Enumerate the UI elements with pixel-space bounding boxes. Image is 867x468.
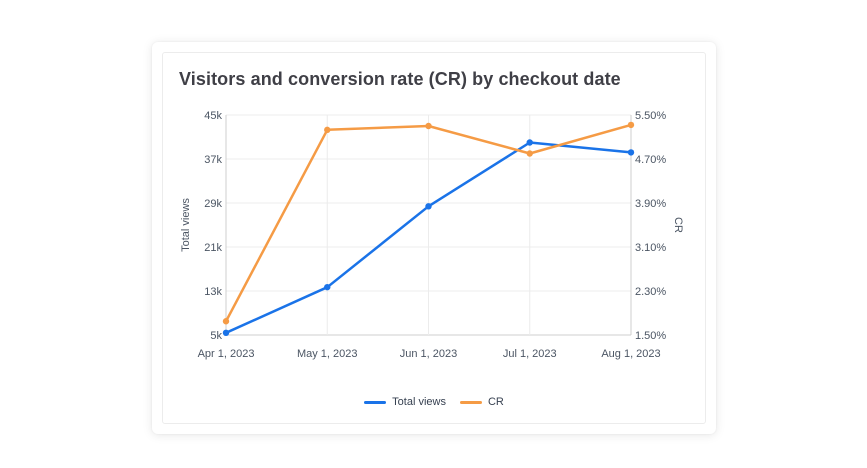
- x-tick-label: Jul 1, 2023: [503, 348, 557, 360]
- chart-canvas: 5k 13k 21k 29k 37k 45k 1.50% 2.30% 3.10% 3.90% 4.7…: [180, 110, 684, 360]
- data-point-total-views: [526, 139, 533, 146]
- y-right-tick-label: 3.10%: [635, 242, 666, 254]
- legend-swatch-total-views: [364, 400, 387, 404]
- chart-panel: Visitors and conversion rate (CR) by che…: [162, 52, 706, 424]
- chart-legend: Total views CR: [163, 396, 705, 408]
- legend-label-cr: CR: [487, 396, 504, 408]
- x-tick-label: Aug 1, 2023: [601, 348, 660, 360]
- x-tick-label: Apr 1, 2023: [198, 348, 255, 360]
- x-tick-label: Jun 1, 2023: [400, 348, 458, 360]
- y-left-tick-label: 5k: [210, 330, 222, 342]
- data-point-total-views: [324, 283, 331, 291]
- data-point-cr: [627, 121, 635, 129]
- legend-swatch-cr: [459, 400, 482, 404]
- y-right-tick-label: 4.70%: [635, 154, 666, 166]
- y-right-tick-label: 3.90%: [635, 198, 666, 210]
- y-right-tick-label: 2.30%: [635, 286, 666, 298]
- data-point-total-views: [627, 149, 635, 156]
- chart-title: Visitors and conversion rate (CR) by che…: [179, 69, 621, 89]
- data-point-cr: [425, 122, 432, 130]
- data-point-cr: [324, 126, 331, 134]
- data-point-cr: [526, 150, 533, 157]
- y-right-tick-label: 1.50%: [635, 330, 666, 342]
- legend-item-total-views[interactable]: Total views: [364, 396, 446, 408]
- data-point-cr: [222, 318, 230, 325]
- y-right-tick-label: 5.50%: [635, 110, 666, 122]
- chart-card: Visitors and conversion rate (CR) by che…: [152, 42, 716, 434]
- legend-item-cr[interactable]: CR: [459, 396, 504, 408]
- x-tick-label: May 1, 2023: [297, 348, 358, 360]
- legend-label-total-views: Total views: [392, 396, 446, 408]
- y-left-tick-label: 21k: [204, 242, 222, 254]
- y-left-tick-label: 13k: [204, 286, 222, 298]
- y-left-axis-title: Total views: [180, 198, 192, 252]
- y-right-axis-title: CR: [672, 217, 684, 233]
- data-point-total-views: [425, 203, 432, 210]
- y-left-tick-label: 37k: [204, 154, 222, 166]
- y-left-tick-label: 29k: [204, 198, 222, 210]
- data-point-total-views: [222, 329, 230, 336]
- y-left-tick-label: 45k: [204, 110, 222, 122]
